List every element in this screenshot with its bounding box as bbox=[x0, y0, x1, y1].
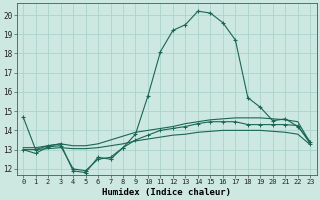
X-axis label: Humidex (Indice chaleur): Humidex (Indice chaleur) bbox=[102, 188, 231, 197]
